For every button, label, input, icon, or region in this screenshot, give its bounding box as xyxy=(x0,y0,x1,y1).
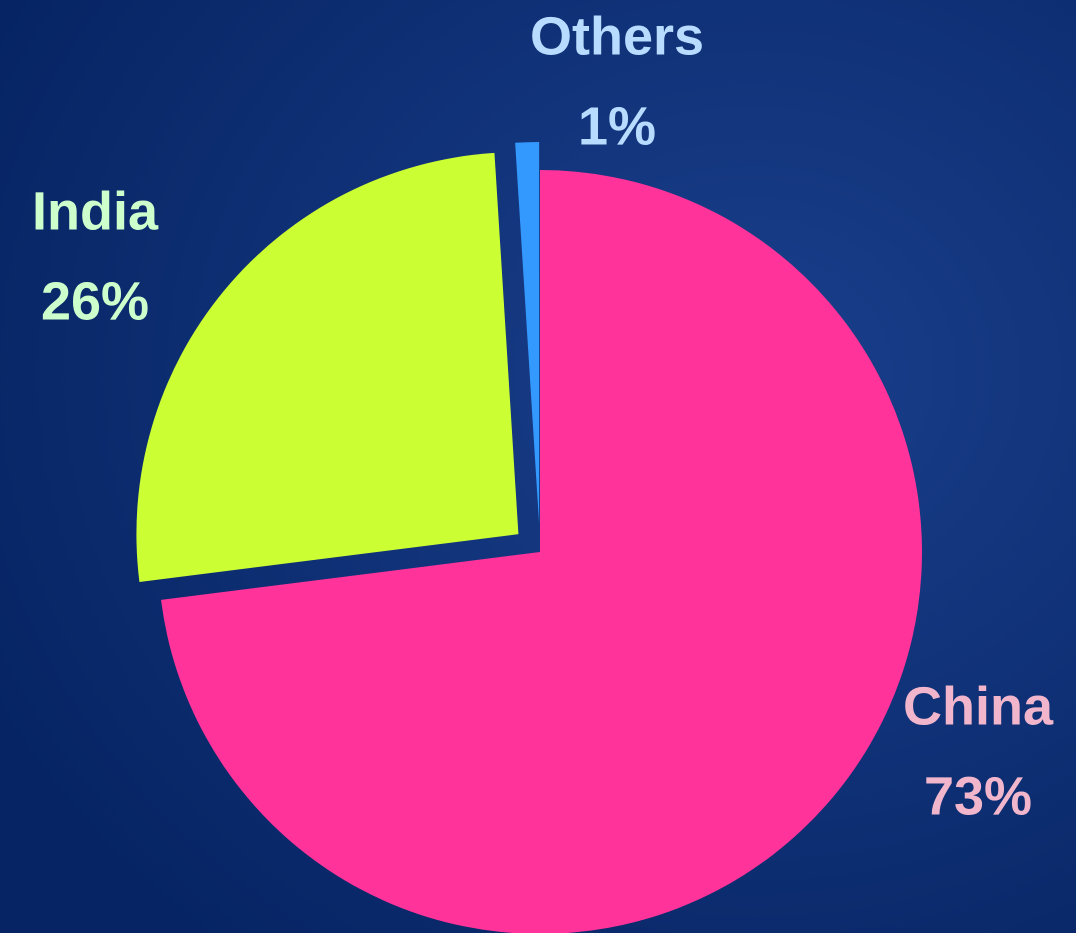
slice-label-name: Others xyxy=(530,6,704,66)
slice-label-value: 73% xyxy=(924,766,1032,826)
slice-label-value: 26% xyxy=(41,271,149,331)
pie-slice xyxy=(515,142,540,525)
slice-label-value: 1% xyxy=(578,96,656,156)
pie-slice xyxy=(136,152,519,583)
pie-slice xyxy=(161,170,922,933)
slice-label-name: India xyxy=(32,181,159,241)
slice-label-name: China xyxy=(903,676,1054,736)
